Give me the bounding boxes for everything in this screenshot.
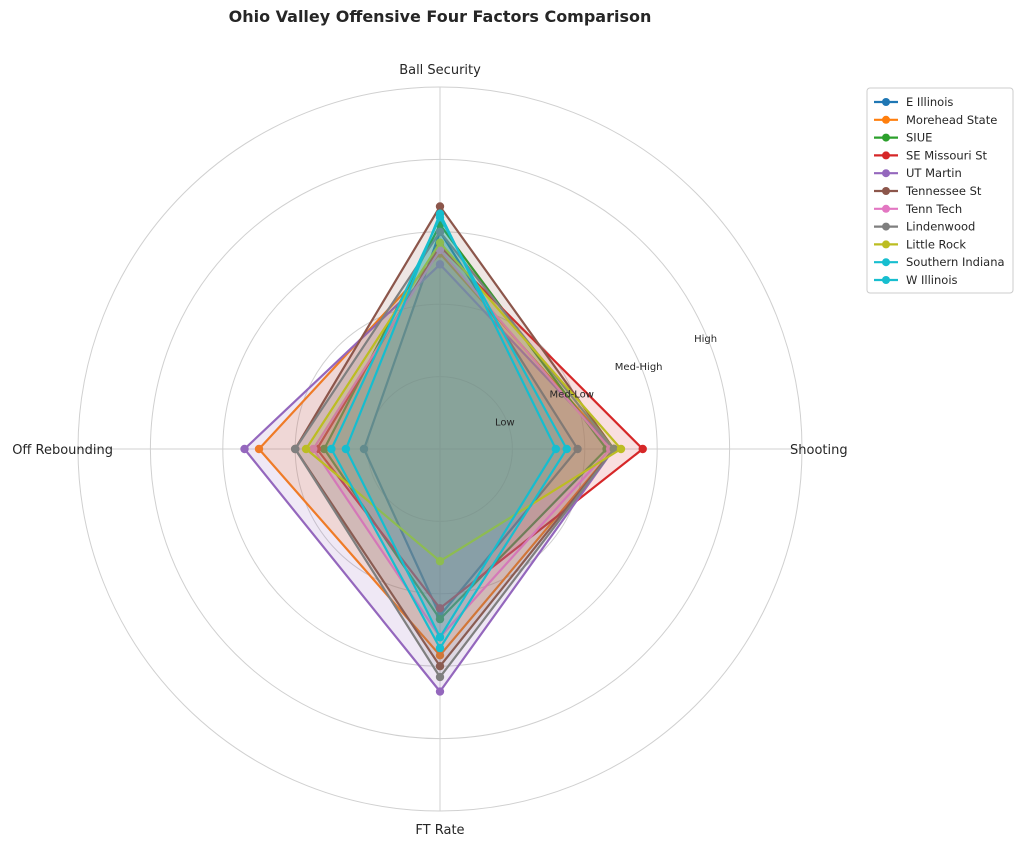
legend-marker [882, 240, 890, 249]
legend-item: SE Missouri St [874, 148, 988, 162]
legend-label: Tennessee St [905, 184, 982, 198]
data-point [616, 444, 626, 454]
legend-label: SIUE [906, 131, 932, 145]
series-little-rock [301, 238, 626, 566]
data-point [327, 444, 336, 454]
data-point [254, 444, 264, 454]
legend-label: Southern Indiana [906, 255, 1005, 269]
ring-label: High [694, 334, 717, 345]
legend-item: Little Rock [874, 237, 966, 251]
legend-marker [882, 169, 890, 178]
data-point [319, 444, 329, 454]
legend-marker [882, 222, 890, 231]
axis-label: FT Rate [415, 823, 464, 838]
legend-marker [882, 98, 890, 106]
ring-labels: Low Med-Low Med-High High [495, 334, 717, 428]
ring-label: Low [495, 417, 515, 428]
data-point [435, 202, 445, 211]
axis-labels: Ball Security Shooting FT Rate Off Reboundi… [12, 63, 847, 838]
legend-marker [882, 115, 890, 124]
legend-item: SIUE [874, 131, 932, 145]
legend-label: W Illinois [906, 273, 958, 287]
data-point [291, 444, 300, 454]
data-point [573, 444, 582, 454]
data-point [435, 238, 445, 247]
series-area [364, 231, 578, 616]
ring-label: Med-High [615, 362, 663, 373]
axis-label: Ball Security [399, 63, 481, 78]
data-point [240, 444, 249, 454]
legend-item: UT Martin [874, 166, 962, 180]
data-point [435, 651, 445, 660]
legend-label: Morehead State [906, 113, 997, 127]
legend-label: UT Martin [906, 166, 962, 180]
data-point [435, 260, 445, 269]
data-point [435, 672, 445, 682]
legend-item: Tenn Tech [874, 202, 962, 216]
ring-label: Med-Low [550, 390, 594, 401]
series-area [316, 246, 643, 609]
axis-label: Off Rebounding [12, 443, 113, 458]
series-tennessee-st [291, 202, 618, 671]
data-point [435, 213, 445, 222]
data-point [435, 643, 445, 653]
legend-marker [882, 258, 890, 267]
data-point [435, 557, 445, 566]
legend-item: W Illinois [874, 273, 958, 287]
axis-label: Shooting [790, 443, 848, 458]
series-area [295, 206, 614, 667]
data-point [435, 687, 445, 696]
legend-frame [866, 87, 1014, 294]
legend-label: E Illinois [906, 95, 953, 109]
series-layer [240, 202, 647, 696]
series-area [244, 264, 614, 692]
data-point [435, 662, 445, 671]
legend-label: Little Rock [906, 237, 966, 251]
series-southern-indiana [341, 209, 561, 642]
series-se-missouri-st [312, 242, 647, 613]
legend: E Illinois Morehead State SIUE SE Missouri … [866, 87, 1014, 294]
legend-item: Tennessee St [874, 184, 982, 198]
data-point [562, 444, 571, 454]
series-area [306, 242, 621, 562]
legend-marker [882, 133, 890, 142]
data-point [301, 444, 311, 454]
legend-marker [882, 151, 890, 160]
legend-label: Lindenwood [906, 220, 975, 234]
legend-marker [882, 276, 890, 284]
legend-item: Lindenwood [874, 220, 975, 234]
legend-marker [882, 187, 890, 195]
series-w-illinois [327, 213, 571, 653]
data-point [359, 444, 369, 454]
data-point [435, 614, 445, 624]
legend-item: Southern Indiana [874, 255, 1005, 269]
legend-marker [882, 204, 890, 213]
data-point [435, 604, 445, 613]
data-point [551, 444, 561, 454]
data-point [638, 444, 647, 454]
legend-label: Tenn Tech [905, 202, 962, 216]
data-point [309, 444, 318, 454]
legend-item: Morehead State [874, 113, 997, 127]
legend-item: E Illinois [874, 95, 953, 109]
data-point [341, 444, 351, 454]
legend-label: SE Missouri St [906, 148, 988, 162]
chart-title: Ohio Valley Offensive Four Factors Compa… [229, 7, 652, 26]
data-point [435, 227, 445, 236]
data-point [435, 633, 445, 642]
